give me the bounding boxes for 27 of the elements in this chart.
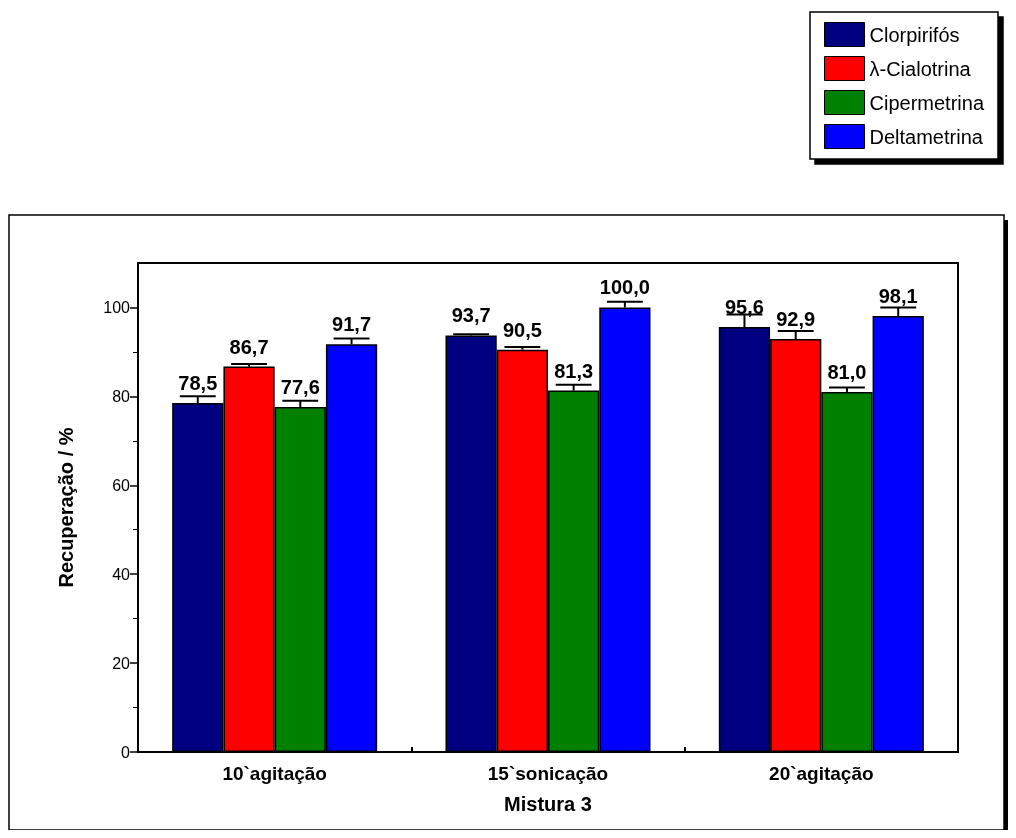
y-tick-label: 0 [121,743,131,761]
y-tick-label: 40 [112,565,131,583]
x-tick-label: 15`sonicação [487,763,609,784]
x-tick-label: 10`agitação [222,763,327,784]
data-label: 95,6 [724,296,764,319]
legend-label: Deltametrina [869,125,984,148]
data-label: 81,0 [827,360,867,383]
legend-label: Clorpirifós [869,23,960,46]
data-label: 78,5 [178,372,218,395]
y-axis-title: Recuperação / % [55,427,77,588]
data-label: 86,7 [229,335,269,358]
data-label: 77,6 [280,376,320,399]
data-label: 81,3 [554,359,594,382]
data-label: 92,9 [776,308,816,331]
y-tick-label: 60 [112,476,131,494]
y-tick-label: 80 [112,387,131,405]
data-label: 91,7 [332,313,372,336]
legend-label: Cipermetrina [869,91,985,114]
data-label: 98,1 [878,284,918,307]
data-label: 100,0 [599,276,650,299]
data-label: 90,5 [502,318,542,341]
x-tick-label: 20`agitação [769,763,874,784]
data-label: 93,7 [451,304,491,327]
x-axis-title: Mistura 3 [504,793,592,815]
legend-label: λ-Cialotrina [869,57,972,80]
y-tick-label: 20 [112,654,131,672]
y-tick-label: 100 [103,298,131,316]
